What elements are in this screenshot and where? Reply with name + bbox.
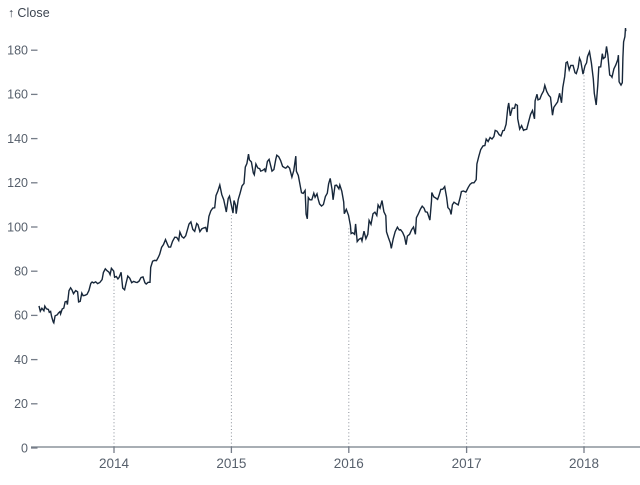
y-tick-label: 80	[14, 265, 28, 279]
y-tick-label: 140	[7, 132, 28, 146]
x-tick-label: 2016	[334, 456, 364, 471]
y-axis-title: ↑ Close	[8, 6, 50, 20]
x-tick-label: 2017	[452, 456, 482, 471]
y-axis-title-text: Close	[17, 6, 50, 20]
y-tick-label: 120	[7, 176, 28, 190]
y-tick-label: 20	[14, 397, 28, 411]
y-tick-label: 180	[7, 44, 28, 58]
x-tick-label: 2015	[216, 456, 246, 471]
price-line	[38, 28, 627, 325]
y-tick-label: 100	[7, 220, 28, 234]
y-tick-label: 0	[21, 441, 28, 455]
y-tick-label: 160	[7, 88, 28, 102]
y-tick-label: 60	[14, 309, 28, 323]
y-tick-label: 40	[14, 353, 28, 367]
x-tick-label: 2018	[569, 456, 599, 471]
up-arrow-icon: ↑	[8, 6, 15, 20]
x-tick-label: 2014	[99, 456, 130, 471]
